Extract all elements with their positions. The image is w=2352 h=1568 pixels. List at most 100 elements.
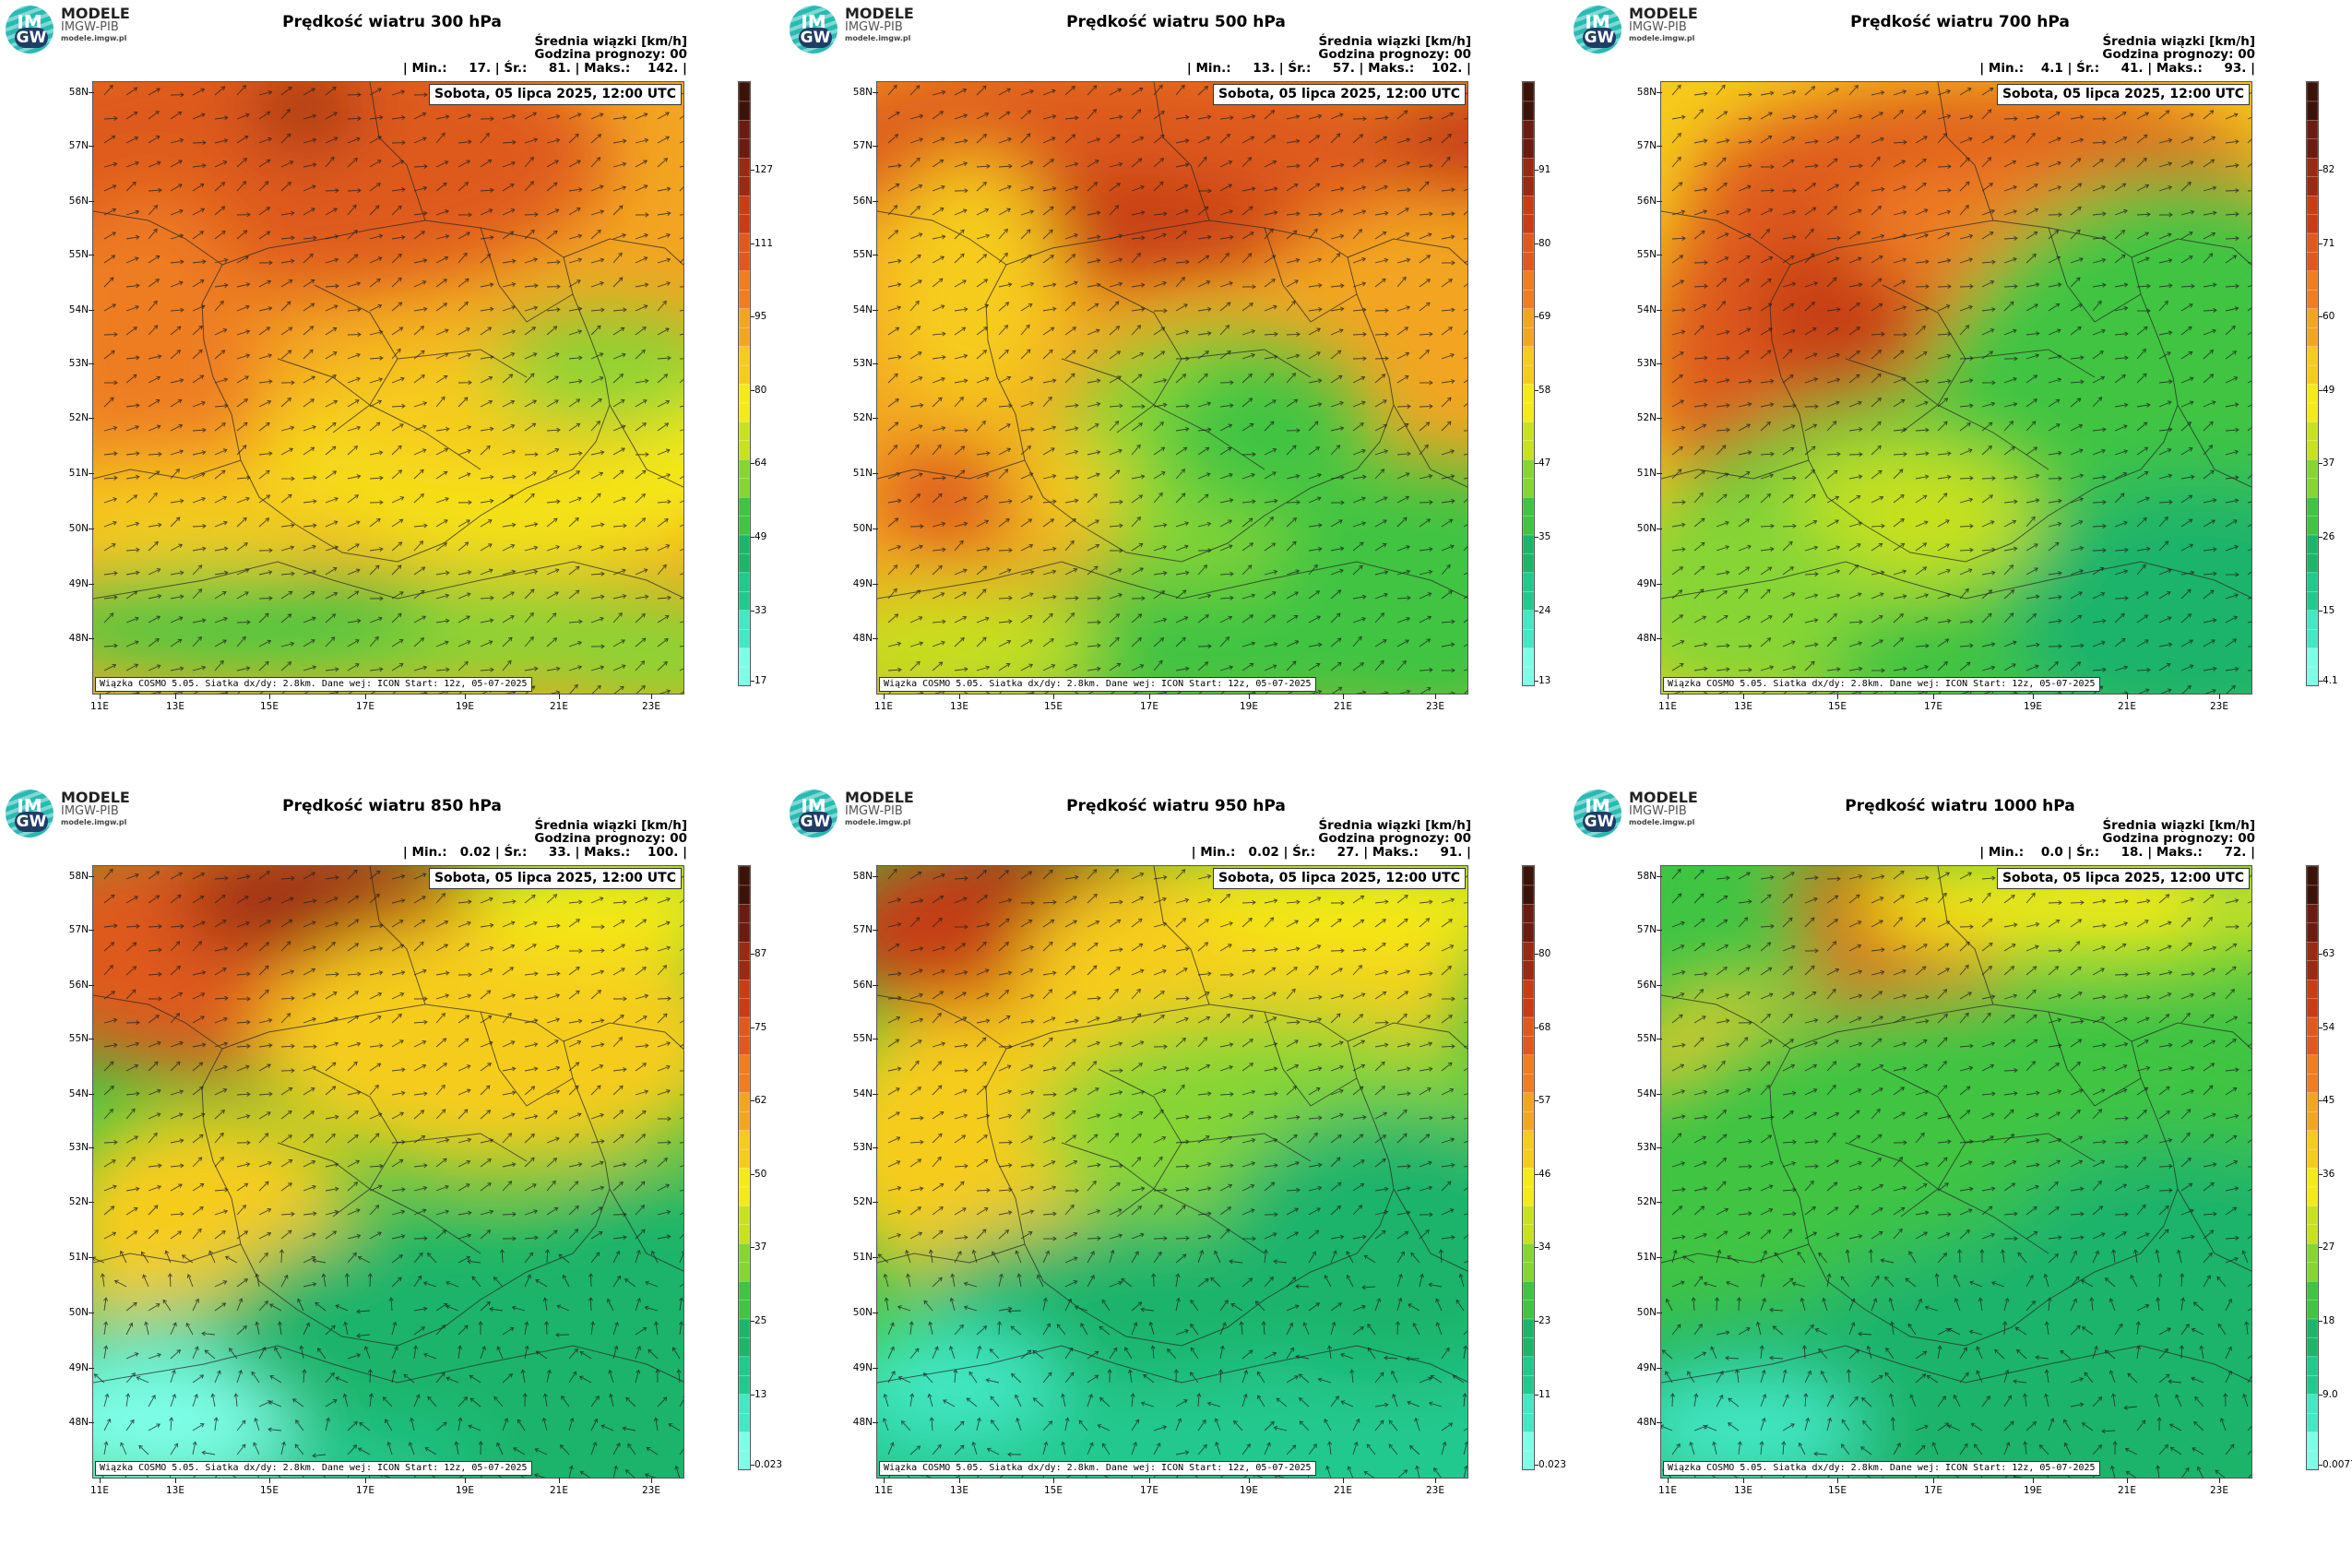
colorbar-tick — [2319, 316, 2322, 318]
colorbar-label: 80 — [1538, 948, 1551, 959]
longitude-tick — [1149, 694, 1150, 699]
colorbar-label: 69 — [1538, 311, 1551, 323]
brand-block: MODELE IMGW-PIB modele.imgw.pl — [845, 6, 914, 43]
longitude-tick — [1343, 694, 1344, 699]
longitude-tick — [465, 694, 466, 699]
colorbar-label: 111 — [754, 237, 774, 249]
longitude-tick — [2033, 1478, 2034, 1483]
longitude-label: 15E — [260, 1485, 279, 1496]
brand-line-1: MODELE — [1629, 5, 1698, 22]
brand-block: MODELE IMGW-PIB modele.imgw.pl — [845, 790, 914, 827]
colorbar-label: 46 — [1538, 1168, 1551, 1180]
unit-label: Średnia wiązki [km/h] — [534, 34, 687, 49]
colorbar-label: 54 — [2322, 1021, 2335, 1033]
colorbar-tick — [751, 1394, 754, 1396]
colorbar-tick — [2319, 610, 2322, 612]
latitude-label: 54N — [852, 304, 873, 315]
longitude-label: 15E — [1828, 701, 1847, 712]
latitude-label: 58N — [852, 871, 873, 882]
longitude-tick — [651, 694, 652, 699]
latitude-tick — [873, 1147, 878, 1148]
latitude-label: 53N — [852, 1142, 873, 1153]
colorbar-label: 37 — [754, 1241, 767, 1253]
latitude-tick — [1657, 1422, 1662, 1423]
logo-im-text: IM — [801, 11, 826, 33]
longitude-tick — [175, 694, 176, 699]
longitude-label: 17E — [1924, 701, 1942, 712]
longitude-tick — [100, 694, 101, 699]
colorbar-tick — [751, 1173, 754, 1175]
latitude-tick — [873, 985, 878, 986]
colorbar-label: 60 — [2322, 311, 2335, 323]
wind-arrows — [887, 84, 1467, 694]
brand-line-1: MODELE — [845, 5, 914, 22]
colorbar-label: 50 — [754, 1168, 767, 1180]
latitude-tick — [89, 985, 94, 986]
latitude-tick — [873, 1202, 878, 1203]
longitude-label: 21E — [2118, 701, 2136, 712]
model-footnote: Wiązka COSMO 5.05. Siatka dx/dy: 2.8km. … — [1663, 1461, 2100, 1476]
latitude-tick — [1657, 876, 1662, 877]
wind-speed-field — [1661, 82, 2251, 694]
longitude-label: 11E — [1658, 701, 1677, 712]
longitude-tick — [959, 694, 960, 699]
panel-title: Prędkość wiatru 700 hPa — [1850, 13, 2070, 31]
latitude-tick — [873, 146, 878, 147]
colorbar-tick — [1535, 1247, 1538, 1249]
brand-line-2: IMGW-PIB — [845, 20, 903, 34]
brand-line-3: modele.imgw.pl — [1629, 818, 1695, 826]
colorbar-tick — [1535, 1394, 1538, 1396]
brand-line-3: modele.imgw.pl — [845, 818, 911, 826]
longitude-tick — [1837, 694, 1838, 699]
latitude-tick — [89, 1368, 94, 1369]
colorbar-tick — [2319, 170, 2322, 171]
colorbar-label: 71 — [2322, 237, 2335, 249]
stats-line: | Min.: 0.02 | Śr.: 27. | Maks.: 91. | — [1191, 845, 1471, 860]
latitude-label: 51N — [852, 1252, 873, 1263]
latitude-tick — [873, 1257, 878, 1258]
latitude-label: 57N — [852, 140, 873, 151]
valid-date-label: Sobota, 05 lipca 2025, 12:00 UTC — [1996, 84, 2250, 105]
brand-line-3: modele.imgw.pl — [61, 34, 127, 42]
longitude-label: 21E — [550, 1485, 568, 1496]
latitude-label: 55N — [68, 1033, 89, 1044]
latitude-tick — [89, 92, 94, 93]
imgw-logo: IM GW — [6, 790, 53, 837]
stats-line: | Min.: 17. | Śr.: 81. | Maks.: 142. | — [402, 61, 687, 76]
brand-block: MODELE IMGW-PIB modele.imgw.pl — [1629, 6, 1698, 43]
colorbar-label: 13 — [754, 1388, 767, 1400]
longitude-label: 23E — [2210, 701, 2228, 712]
latitude-tick — [873, 473, 878, 474]
latitude-tick — [1657, 1257, 1662, 1258]
latitude-tick — [89, 418, 94, 419]
panel-title: Prędkość wiatru 500 hPa — [1066, 13, 1286, 31]
map-canvas — [877, 866, 1467, 1478]
latitude-label: 52N — [68, 412, 89, 423]
colorbar-tick — [2319, 681, 2322, 682]
latitude-tick — [89, 1202, 94, 1203]
longitude-tick — [269, 694, 270, 699]
colorbar-label: 57 — [1538, 1095, 1551, 1107]
latitude-label: 52N — [68, 1196, 89, 1207]
colorbar — [2306, 865, 2319, 1470]
latitude-tick — [89, 930, 94, 931]
colorbar-tick — [2319, 537, 2322, 538]
colorbar-label: 13 — [1538, 675, 1551, 686]
brand-line-2: IMGW-PIB — [61, 804, 119, 818]
latitude-label: 50N — [1636, 523, 1657, 534]
latitude-label: 58N — [852, 87, 873, 98]
brand-block: MODELE IMGW-PIB modele.imgw.pl — [61, 790, 130, 827]
longitude-label: 11E — [874, 1485, 893, 1496]
longitude-tick — [1435, 694, 1436, 699]
latitude-label: 52N — [852, 1196, 873, 1207]
map-area: Sobota, 05 lipca 2025, 12:00 UTC Wiązka … — [1660, 865, 2252, 1479]
latitude-label: 51N — [1636, 468, 1657, 479]
latitude-tick — [89, 638, 94, 639]
logo-im-text: IM — [1585, 795, 1610, 817]
longitude-tick — [1743, 1478, 1744, 1483]
longitude-tick — [1053, 1478, 1054, 1483]
colorbar — [738, 81, 751, 686]
colorbar-label: 87 — [754, 948, 767, 959]
latitude-tick — [873, 1368, 878, 1369]
valid-date-label: Sobota, 05 lipca 2025, 12:00 UTC — [428, 84, 682, 105]
